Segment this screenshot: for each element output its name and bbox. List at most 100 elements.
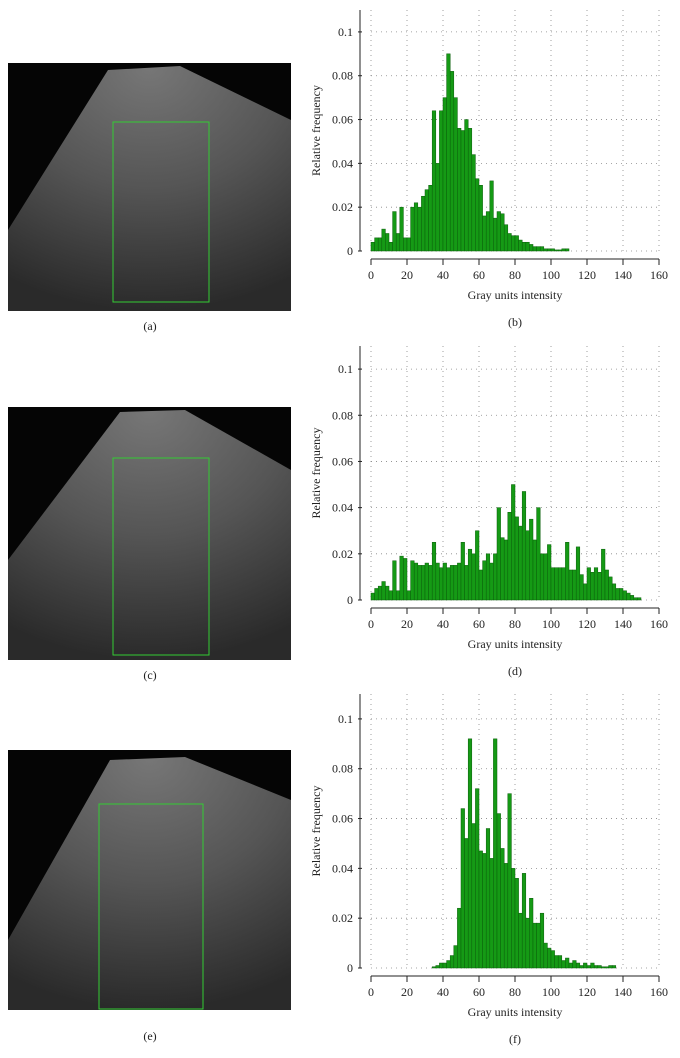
bar: [529, 244, 534, 252]
bar: [557, 955, 563, 969]
y-tick-label: 0.08: [332, 762, 353, 776]
bar: [561, 248, 566, 252]
bar: [403, 558, 408, 601]
y-tick-label: 0.06: [332, 113, 353, 127]
x-tick-label: 100: [542, 617, 560, 631]
x-tick-label: 160: [650, 985, 668, 999]
bar: [496, 507, 501, 601]
bar: [381, 228, 386, 252]
x-axis-label: Gray units intensity: [468, 288, 563, 302]
bar: [521, 491, 527, 601]
x-tick-label: 0: [368, 268, 374, 282]
x-tick-label: 100: [542, 985, 560, 999]
bar: [496, 813, 501, 969]
y-tick-label: 0.06: [332, 812, 353, 826]
chart-caption: (d): [508, 664, 522, 678]
bar: [611, 965, 617, 969]
bar: [489, 180, 494, 252]
bar: [575, 546, 581, 601]
y-tick-label: 0.02: [332, 911, 353, 925]
bar: [608, 965, 613, 969]
bar: [388, 590, 393, 601]
bar: [514, 878, 519, 969]
x-tick-label: 160: [650, 617, 668, 631]
bar: [471, 154, 476, 252]
bar: [557, 567, 563, 601]
bar: [431, 542, 437, 601]
bar: [521, 873, 527, 969]
bar: [511, 868, 516, 969]
bar: [500, 537, 505, 601]
bar: [547, 544, 552, 601]
bar: [478, 569, 483, 601]
bar: [597, 572, 602, 601]
ultrasound-e: [8, 750, 291, 1010]
bar: [593, 965, 599, 969]
bar: [460, 542, 465, 601]
bar: [532, 539, 537, 601]
bar: [413, 562, 419, 601]
bar: [395, 590, 401, 601]
bar: [557, 249, 563, 252]
bar: [453, 945, 458, 969]
bar: [399, 555, 404, 601]
y-axis-label: Relative frequency: [309, 428, 323, 519]
bar: [410, 560, 415, 601]
bar: [431, 966, 437, 969]
bar: [449, 71, 455, 252]
bar: [377, 237, 383, 252]
bar: [475, 178, 480, 252]
bar: [554, 567, 559, 601]
chart-caption: (f): [509, 1032, 521, 1046]
bar: [370, 592, 375, 601]
bar: [475, 530, 480, 601]
bar: [568, 962, 573, 969]
y-axis-label: Relative frequency: [309, 85, 323, 176]
bar: [485, 211, 491, 252]
x-tick-label: 140: [614, 617, 632, 631]
x-tick-label: 80: [509, 985, 521, 999]
x-tick-label: 0: [368, 617, 374, 631]
bar: [493, 738, 498, 969]
bar: [608, 576, 613, 601]
bar: [583, 962, 588, 969]
bar: [532, 922, 537, 969]
bar: [550, 248, 555, 252]
x-tick-label: 80: [509, 268, 521, 282]
bar: [381, 581, 386, 601]
bar: [539, 912, 545, 969]
bar: [439, 567, 444, 601]
bar: [428, 565, 433, 601]
bar: [446, 960, 451, 969]
bar: [525, 530, 530, 601]
y-tick-label: 0.02: [332, 547, 353, 561]
bar: [439, 110, 444, 252]
bar: [507, 512, 512, 601]
bar: [547, 248, 552, 252]
bar: [385, 585, 390, 601]
bar: [457, 562, 462, 601]
bar: [579, 965, 584, 969]
bar: [575, 962, 581, 969]
bar: [446, 53, 451, 252]
bar: [485, 828, 491, 969]
bar: [550, 950, 555, 969]
bar: [467, 738, 473, 969]
bar: [503, 539, 509, 601]
y-tick-label: 0.08: [332, 408, 353, 422]
bar: [457, 128, 462, 252]
x-tick-label: 140: [614, 985, 632, 999]
bar: [572, 569, 577, 601]
bar: [615, 588, 620, 601]
bar: [507, 793, 512, 969]
bar: [500, 213, 505, 252]
bar: [547, 947, 552, 969]
bar: [521, 241, 527, 252]
bar: [377, 585, 383, 601]
image-caption: (c): [143, 668, 156, 682]
bar: [518, 525, 523, 601]
bar: [529, 898, 534, 969]
bar: [428, 185, 433, 252]
bar: [464, 565, 469, 601]
